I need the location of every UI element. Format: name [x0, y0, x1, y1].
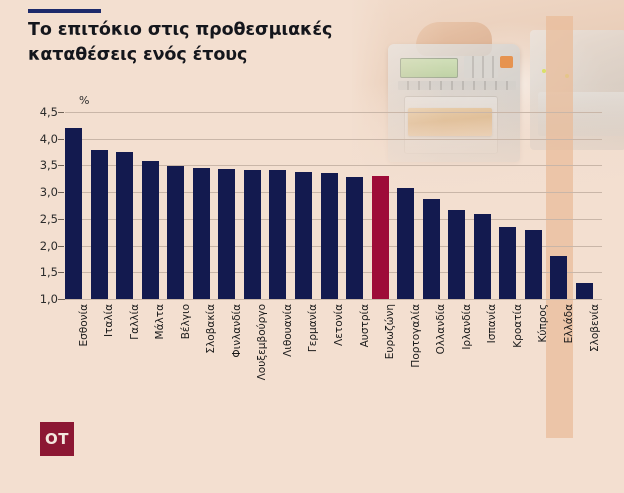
- counter-enter-key-icon: [500, 56, 513, 68]
- x-axis-tick-label: Γαλλία: [128, 304, 141, 340]
- x-axis-tick-label: Σλοβενία: [588, 304, 601, 352]
- bar: [550, 256, 568, 299]
- gridline: [65, 138, 602, 140]
- x-axis-tick-label: Ισπανία: [486, 304, 499, 344]
- y-axis-tick-label: 4,5: [39, 105, 58, 119]
- y-axis-tick: [58, 112, 64, 113]
- bar: [167, 165, 185, 299]
- bar: [218, 168, 236, 299]
- x-axis-tick-label: Πορτογαλία: [409, 304, 422, 368]
- page-title: Το επιτόκιο στις προθεσμιακές καταθέσεις…: [28, 20, 333, 65]
- bar: [397, 187, 415, 299]
- bar: [141, 161, 159, 299]
- y-axis-tick: [58, 272, 64, 274]
- gridline: [65, 112, 602, 113]
- gridline: [65, 299, 602, 300]
- bar: [524, 229, 542, 299]
- x-axis-tick-label: Ιταλία: [103, 304, 116, 338]
- y-axis-tick: [58, 138, 64, 140]
- y-axis-tick-label: 1,5: [39, 265, 58, 280]
- bar: [116, 152, 134, 299]
- x-axis-tick-label: Λουξεμβούργο: [256, 304, 269, 381]
- bar: [422, 198, 440, 299]
- y-axis-unit-label: %: [79, 94, 90, 107]
- bar: [90, 150, 108, 299]
- x-axis-tick-label: Ιρλανδία: [460, 304, 473, 350]
- bar: [269, 170, 287, 299]
- bar: [473, 214, 491, 299]
- y-axis-tick: [58, 299, 64, 300]
- bar: [243, 169, 261, 299]
- title-rule: [28, 9, 101, 13]
- x-axis-tick-label: Ευρωζώνη: [384, 304, 397, 360]
- y-axis-tick: [58, 192, 64, 194]
- y-axis-tick-label: 3,0: [39, 185, 58, 200]
- y-axis-tick: [58, 245, 64, 247]
- bar: [65, 128, 82, 299]
- y-axis-tick: [58, 165, 64, 167]
- x-axis-tick-label: Λετονία: [333, 304, 345, 346]
- x-axis-tick-label: Φινλανδία: [230, 304, 243, 358]
- x-axis-tick-label: Μάλτα: [154, 304, 167, 340]
- y-axis-tick-label: 1,0: [39, 292, 58, 306]
- x-axis-tick-label: Εσθονία: [77, 304, 90, 347]
- y-axis-tick-label: 3,5: [39, 158, 58, 173]
- bar: [320, 173, 338, 299]
- x-axis-tick-label: Γερμανία: [307, 304, 320, 353]
- counter-button-row-icon: [398, 81, 516, 90]
- x-axis-tick-label: Βέλγιο: [179, 304, 192, 340]
- x-axis-tick-label: Κροατία: [511, 304, 524, 348]
- x-axis-tick-label: Σλοβακία: [205, 304, 218, 354]
- bar: [346, 177, 364, 299]
- bar: [294, 171, 312, 299]
- x-axis-tick-label: Κύπρος: [537, 304, 550, 343]
- bar: [448, 210, 466, 299]
- ot-logo: OT: [40, 422, 74, 456]
- bar: [576, 282, 593, 299]
- gridline: [65, 165, 602, 167]
- y-axis-tick-label: 4,0: [39, 131, 58, 146]
- x-axis-tick-label: Ολλανδία: [435, 304, 448, 355]
- category-highlight-band: [545, 16, 573, 438]
- bar: [371, 176, 389, 299]
- bar-chart: 4,5 4,0 3,5 3,0 2,5 2,0 1,5 1,0 Εσθονία Ιταλία Γαλ…: [40, 16, 602, 438]
- counter-keypad-icon: [464, 56, 498, 78]
- bar: [192, 168, 210, 299]
- x-axis-tick-label: Λιθουανία: [281, 304, 294, 357]
- y-axis-tick: [58, 218, 64, 220]
- bar: [499, 226, 517, 299]
- y-axis-tick-label: 2,5: [39, 211, 58, 226]
- x-axis-tick-label: Αυστρία: [358, 304, 371, 348]
- y-axis-tick-label: 2,0: [39, 238, 58, 253]
- x-axis-tick-label: Ελλάδα: [562, 304, 575, 344]
